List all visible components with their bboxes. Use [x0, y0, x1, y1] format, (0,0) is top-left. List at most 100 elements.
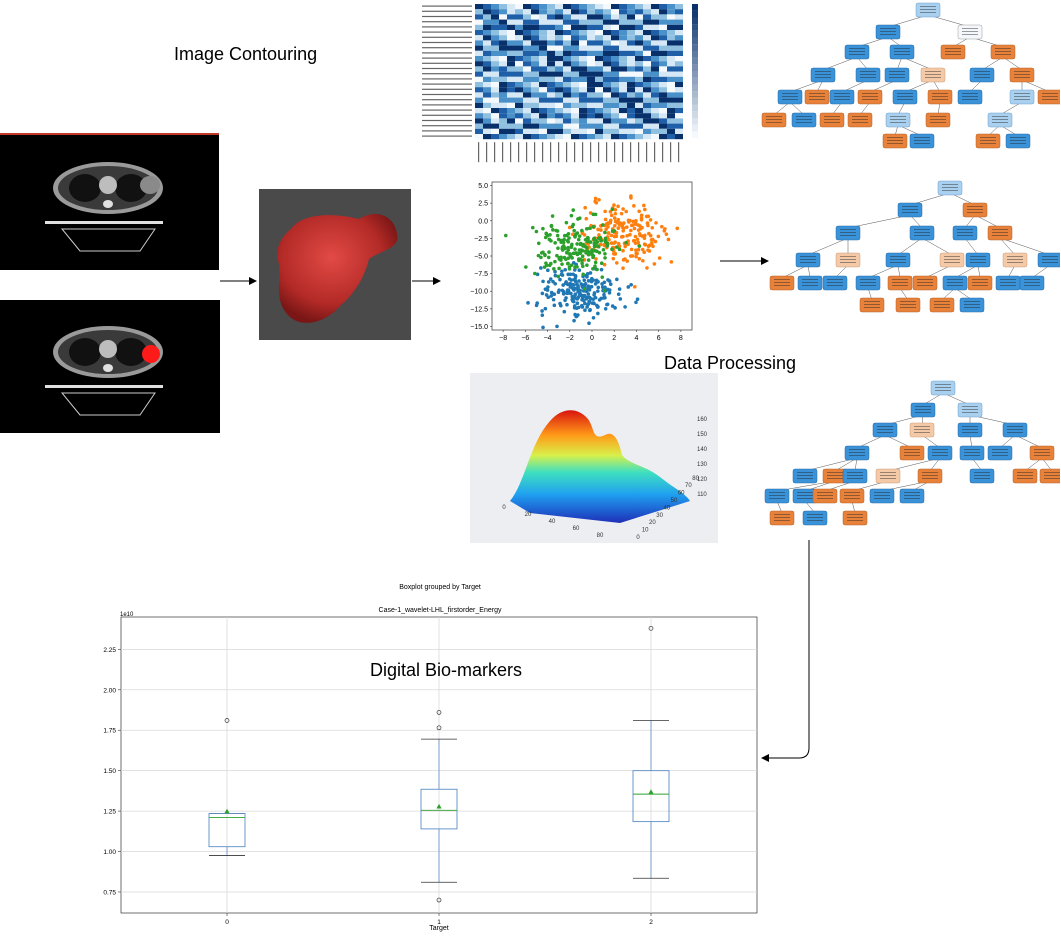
heatmap-cell — [627, 82, 635, 88]
scatter-point-green — [595, 267, 599, 272]
scatter-point-blue — [629, 282, 633, 287]
tree-node — [1012, 468, 1038, 484]
heatmap-cell — [603, 40, 611, 46]
scatter-point-blue — [623, 305, 627, 309]
heatmap-cell — [515, 4, 523, 10]
mesh-shape — [277, 214, 398, 323]
scatter-point-green — [556, 246, 560, 250]
box-outlier — [648, 625, 654, 631]
heatmap-cell — [507, 123, 515, 129]
heatmap-cell — [555, 118, 563, 124]
heatmap-cell — [603, 76, 611, 82]
heatmap-cell — [667, 87, 675, 93]
heatmap-cell — [555, 113, 563, 119]
scatter-point-blue — [607, 290, 612, 295]
scatter-point-blue — [557, 288, 561, 293]
tumor-3d-mesh — [259, 189, 411, 340]
heatmap-cell — [475, 45, 483, 51]
heatmap-cell — [571, 61, 579, 67]
heatmap-cell — [531, 87, 539, 93]
heatmap-cell — [563, 30, 571, 36]
heatmap-cell — [611, 50, 619, 56]
heatmap-cell — [611, 56, 619, 62]
heatmap-cell — [579, 128, 587, 134]
scatter-point-orange — [611, 256, 616, 261]
surface-ytick-label: 40 — [663, 505, 670, 511]
scatter-point-green — [547, 237, 552, 242]
heatmap-cell — [579, 50, 587, 56]
scatter-point-orange — [609, 213, 614, 218]
scatter-ytick-label: 0.0 — [478, 218, 488, 225]
heatmap-row-label — [422, 78, 472, 80]
scatter-point-orange — [597, 198, 601, 202]
heatmap-cell — [675, 108, 683, 114]
heatmap-cell — [523, 128, 531, 134]
heatmap-cell — [627, 35, 635, 41]
heatmap-cell — [555, 30, 563, 36]
scatter-point-green — [581, 242, 585, 247]
heatmap-cell — [635, 9, 643, 15]
heatmap-cell — [499, 76, 507, 82]
heatmap-cell — [523, 113, 531, 119]
arrow-tree-to-boxplot — [761, 540, 810, 762]
heatmap-cell — [667, 134, 675, 140]
heatmap-cell — [603, 45, 611, 51]
heatmap-cell — [563, 14, 571, 20]
heatmap-cell — [635, 87, 643, 93]
scatter-point-orange — [639, 213, 644, 218]
heatmap-cell — [619, 61, 627, 67]
scatter-point-orange — [616, 241, 621, 246]
heatmap-cell — [491, 50, 499, 56]
heatmap-cell — [499, 56, 507, 62]
tree-node — [835, 225, 861, 241]
heatmap-col-label — [646, 142, 648, 163]
heatmap-col-label — [510, 142, 512, 163]
heatmap-cell — [619, 87, 627, 93]
heatmap-cell — [475, 128, 483, 134]
surface-ytick-label: 10 — [642, 528, 649, 534]
scatter-point-orange — [612, 241, 616, 245]
heatmap-cell — [563, 76, 571, 82]
heatmap-cell — [579, 4, 587, 10]
heatmap-cell — [579, 123, 587, 129]
heatmap-cell — [539, 9, 547, 15]
heatmap-cell — [507, 128, 515, 134]
scatter-point-blue — [572, 318, 576, 323]
heatmap-cell — [651, 102, 659, 108]
heatmap-cell — [595, 19, 603, 25]
scatter-point-blue — [613, 306, 617, 310]
heatmap-cell — [619, 92, 627, 98]
surface-ytick-label: 0 — [636, 535, 640, 541]
heatmap-cell — [563, 87, 571, 93]
heatmap-cell — [539, 76, 547, 82]
scatter-point-green — [573, 247, 577, 251]
heatmap-cell — [491, 66, 499, 72]
heatmap-cell — [539, 45, 547, 51]
heatmap-cell — [475, 50, 483, 56]
surface-ytick-label: 70 — [685, 483, 692, 489]
surface-ztick-label: 130 — [697, 462, 708, 468]
heatmap-cell — [499, 102, 507, 108]
heatmap-cell — [603, 87, 611, 93]
heatmap-cell — [627, 76, 635, 82]
heatmap-cell — [475, 87, 483, 93]
surface-mesh — [510, 410, 690, 523]
heatmap-cell — [595, 35, 603, 41]
heatmap-cell — [523, 102, 531, 108]
heatmap-cell — [627, 61, 635, 67]
box-mean-marker — [648, 789, 654, 794]
scatter-point-blue — [544, 293, 549, 297]
tree-node — [975, 133, 1001, 149]
heatmap-cell — [675, 50, 683, 56]
scatter-ytick-label: 5.0 — [478, 183, 488, 190]
heatmap-cell — [563, 113, 571, 119]
heatmap-cell — [611, 24, 619, 30]
scatter-point-green — [580, 264, 585, 269]
heatmap-cell — [595, 134, 603, 140]
scatter-point-green — [565, 233, 569, 238]
heatmap-cell — [475, 92, 483, 98]
scatter-point-green — [591, 266, 595, 271]
box-outlier — [436, 710, 442, 715]
heatmap-cell — [547, 50, 555, 56]
heatmap-cell — [483, 24, 491, 30]
